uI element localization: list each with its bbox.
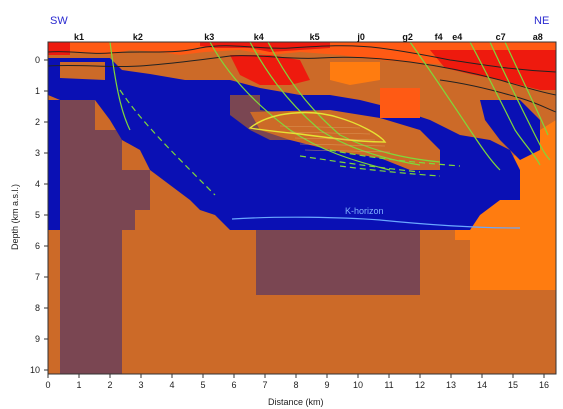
x-tick-labels: 0 1 2 3 4 5 6 7 8 9 10 11 12 13 14 15 16 — [45, 374, 549, 390]
site-label: a8 — [533, 32, 543, 42]
x-tick-label: 4 — [169, 380, 174, 390]
y-tick-labels: 0 1 2 3 4 5 6 7 8 9 10 — [30, 55, 48, 375]
x-tick-label: 0 — [45, 380, 50, 390]
x-tick-label: 13 — [446, 380, 456, 390]
site-label: f4 — [435, 32, 443, 42]
fault-line-2 — [209, 42, 391, 171]
fault-line-5 — [409, 42, 501, 171]
resistivity-model — [48, 42, 556, 374]
fault-line-1 — [109, 42, 131, 131]
y-axis-label: Depth (km a.s.l.) — [10, 184, 20, 250]
y-tick-label: 0 — [35, 55, 40, 65]
site-label: k3 — [204, 32, 214, 42]
y-tick-label: 7 — [35, 272, 40, 282]
model-layer-bottom-right-cell — [470, 290, 556, 374]
topography-line-lower — [48, 55, 556, 96]
fault-line-8 — [504, 42, 549, 136]
x-tick-label: 5 — [200, 380, 205, 390]
model-layer-left-surface-red — [48, 42, 70, 55]
x-tick-label: 7 — [262, 380, 267, 390]
x-tick-label: 14 — [477, 380, 487, 390]
direction-ne: NE — [534, 15, 549, 27]
dashed-fault-left — [119, 89, 216, 196]
model-layer-shallow-red — [230, 55, 310, 85]
model-layer-surface-orange — [330, 62, 380, 85]
x-tick-label: 1 — [76, 380, 81, 390]
site-label: j0 — [356, 32, 365, 42]
site-labels: k1 k2 k3 k4 k5 j0 g2 f4 e4 c7 a8 — [74, 32, 543, 42]
x-tick-label: 9 — [324, 380, 329, 390]
plot-frame — [47, 41, 557, 375]
topography-line-right — [439, 79, 556, 113]
x-tick-label: 2 — [107, 380, 112, 390]
x-axis-label: Distance (km) — [268, 397, 324, 407]
y-tick-label: 6 — [35, 241, 40, 251]
y-tick-label: 3 — [35, 148, 40, 158]
model-layer-blue-left — [48, 100, 60, 230]
site-label: k5 — [310, 32, 320, 42]
k-horizon-line — [231, 216, 521, 229]
x-tick-label: 10 — [353, 380, 363, 390]
x-tick-label: 11 — [384, 380, 393, 390]
model-layer-shallow-red-right — [430, 50, 556, 90]
model-layer-deep-orange-right — [500, 210, 556, 290]
topography-line-upper — [48, 45, 556, 73]
x-tick-label: 15 — [508, 380, 518, 390]
model-layer-mauve-upper — [122, 170, 150, 230]
site-label: e4 — [452, 32, 462, 42]
site-label: g2 — [402, 32, 413, 42]
y-tick-label: 10 — [30, 365, 40, 375]
model-layer-surface-bright-red — [200, 42, 330, 52]
x-tick-label: 3 — [138, 380, 143, 390]
direction-sw: SW — [50, 15, 68, 27]
y-tick-label: 4 — [35, 179, 40, 189]
fault-line-7 — [489, 42, 551, 161]
yellow-lens-outline — [248, 111, 387, 143]
site-label: k1 — [74, 32, 84, 42]
x-tick-label: 8 — [293, 380, 298, 390]
fault-line-4 — [267, 42, 441, 163]
fault-line-6 — [469, 42, 541, 166]
site-label: c7 — [496, 32, 506, 42]
x-tick-label: 16 — [539, 380, 549, 390]
site-label: k2 — [133, 32, 143, 42]
dashed-fault-center-3 — [339, 165, 441, 177]
y-tick-label: 8 — [35, 303, 40, 313]
lens-hatching — [279, 125, 391, 153]
x-tick-label: 6 — [231, 380, 236, 390]
y-tick-label: 1 — [35, 86, 40, 96]
model-layer-blue-conductor — [48, 58, 520, 230]
model-layer-mauve-left — [60, 100, 122, 374]
y-tick-label: 5 — [35, 210, 40, 220]
model-layer-orange-cell — [380, 88, 420, 118]
y-tick-label: 2 — [35, 117, 40, 127]
dashed-fault-center-2 — [299, 155, 421, 173]
model-layer-left-surface-orange — [60, 62, 105, 80]
model-layer-mauve-center — [256, 230, 420, 295]
horizon-label: K-horizon — [345, 206, 384, 216]
y-tick-label: 9 — [35, 334, 40, 344]
x-tick-label: 12 — [415, 380, 425, 390]
dashed-fault-center-1 — [329, 149, 461, 167]
site-label: k4 — [254, 32, 264, 42]
